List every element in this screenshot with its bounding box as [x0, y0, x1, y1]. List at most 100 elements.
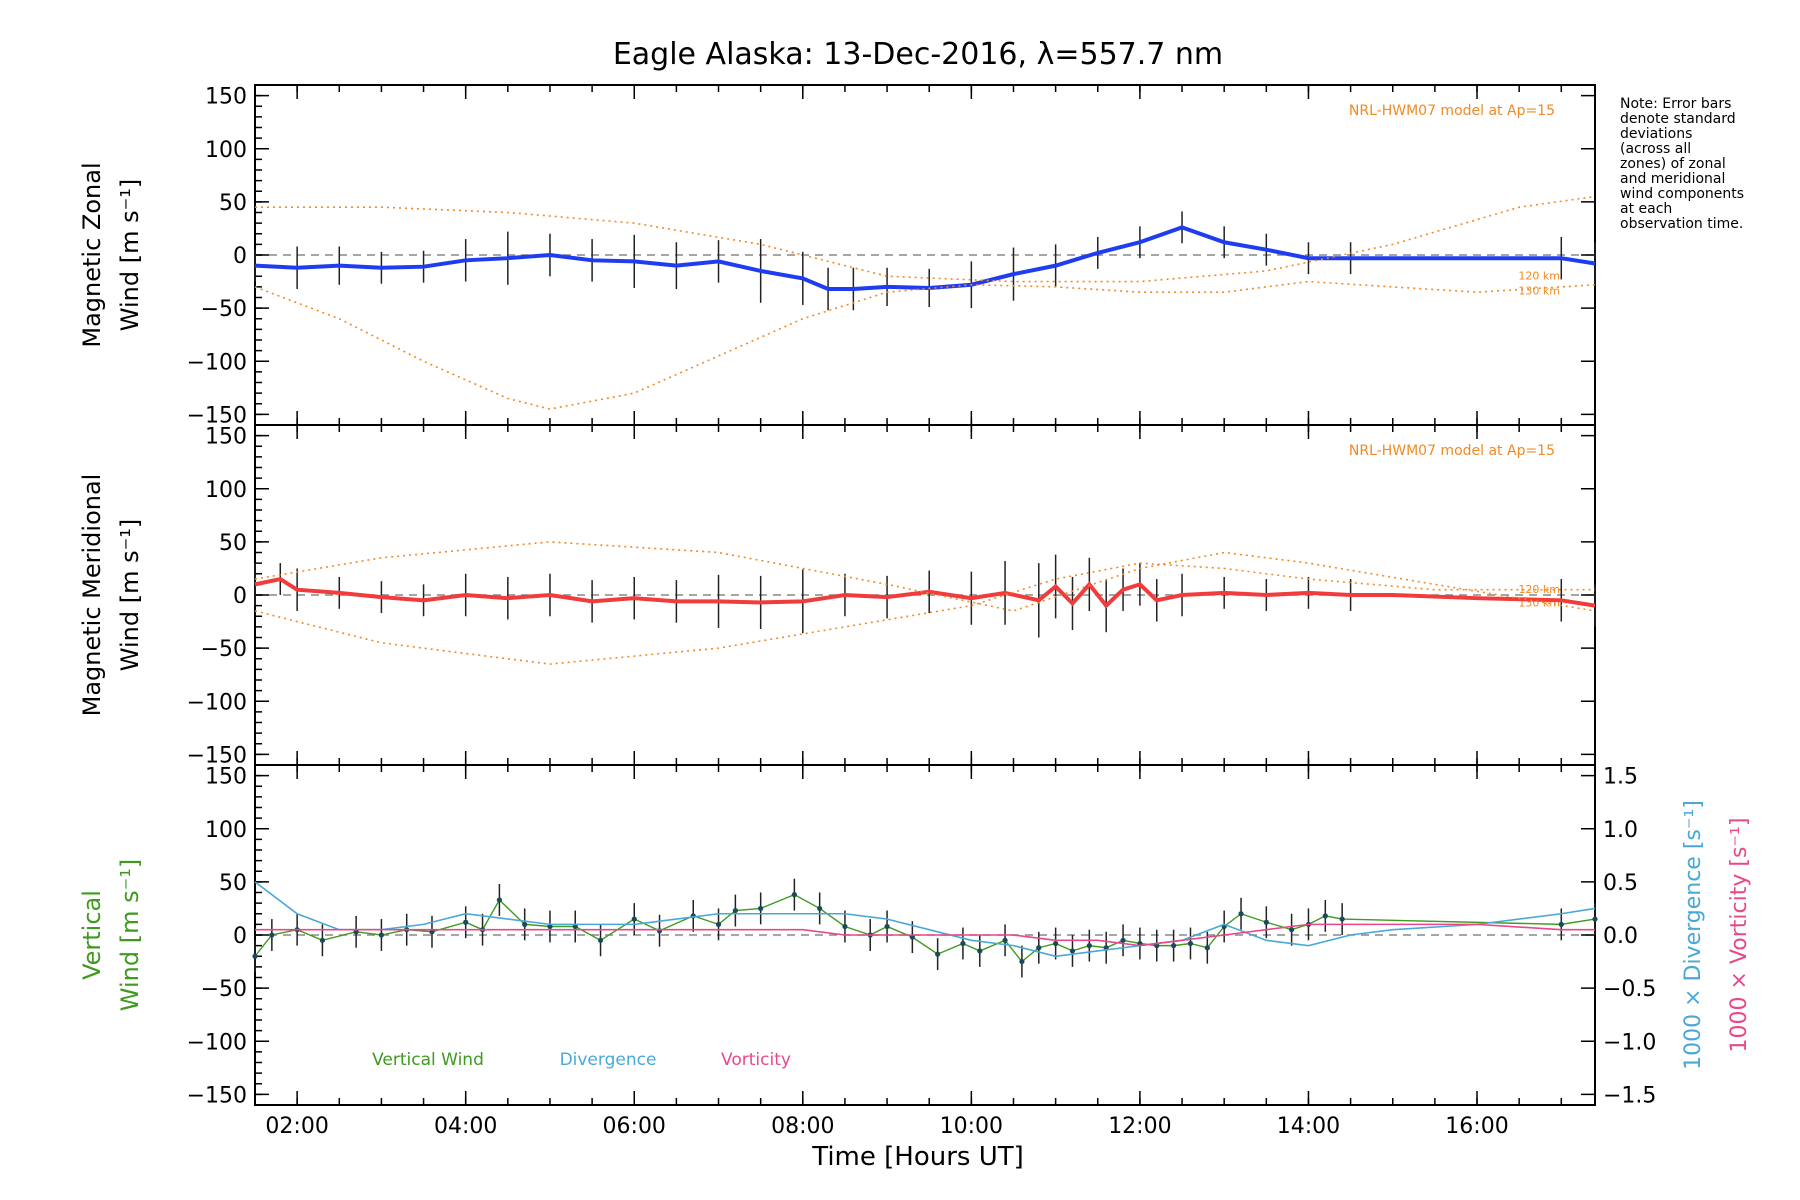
x-tick-label: 04:00: [434, 1114, 497, 1139]
x-tick-label: 10:00: [940, 1114, 1003, 1139]
model-altitude-label: 120 km: [1518, 269, 1560, 282]
y-tick-label: −50: [201, 977, 247, 1002]
y-tick-label: 0: [233, 244, 247, 269]
series-line: [254, 541, 1596, 612]
x-tick-label: 06:00: [603, 1114, 666, 1139]
model-label: NRL-HWM07 model at Ap=15: [1349, 443, 1555, 459]
data-point: [1171, 943, 1177, 949]
data-point: [1086, 943, 1092, 949]
data-point: [1238, 911, 1244, 917]
data-point: [1289, 927, 1295, 933]
data-point: [597, 937, 604, 943]
y-tick-label: 150: [205, 85, 247, 110]
y-axis-label-line1: Magnetic Meridional: [78, 474, 106, 717]
data-point: [463, 919, 469, 925]
y-tick-label: 150: [205, 765, 247, 790]
data-point: [1002, 937, 1008, 943]
series-line: [254, 893, 1596, 963]
note-line: denote standard: [1620, 111, 1736, 127]
data-point: [522, 921, 528, 927]
model-altitude-label: 120 km: [1518, 583, 1560, 596]
y-axis-label-line1: Magnetic Zonal: [78, 162, 106, 347]
x-tick-label: 08:00: [771, 1114, 834, 1139]
x-tick-label: 02:00: [265, 1114, 328, 1139]
y-tick-label: −150: [187, 1083, 247, 1108]
data-point: [909, 934, 915, 940]
data-point: [252, 953, 258, 959]
data-point: [1069, 948, 1076, 954]
right-y-tick-label: 1.5: [1603, 765, 1638, 790]
right-y-axis-label-divergence: 1000 × Divergence [s⁻¹]: [1681, 800, 1706, 1070]
right-y-tick-label: 0.0: [1603, 924, 1638, 949]
series-line: [254, 280, 1596, 410]
data-point: [269, 932, 275, 938]
series-line: [254, 881, 1596, 958]
y-axis-label-line1: Vertical: [78, 890, 106, 980]
data-point: [429, 929, 435, 935]
series-line: [255, 195, 1596, 283]
series-line: [255, 923, 1595, 947]
data-point: [378, 932, 385, 938]
legend-item: Divergence: [560, 1050, 657, 1070]
data-point: [817, 905, 823, 912]
y-axis-label-line2: Wind [m s⁻¹]: [116, 859, 144, 1011]
y-tick-label: 100: [205, 138, 247, 163]
data-point: [1592, 916, 1598, 922]
meridional-wind-panel: 150 100 50 0 −50 −100 −150 Magnetic Meridional W…: [78, 424, 1596, 768]
note-line: at each: [1620, 201, 1672, 217]
series-line: [254, 562, 1595, 665]
y-tick-label: −100: [187, 350, 247, 375]
data-point: [791, 892, 797, 898]
data-point: [1187, 940, 1194, 947]
data-point: [977, 948, 983, 954]
data-point: [1263, 919, 1269, 925]
data-point: [1204, 945, 1210, 951]
y-tick-label: −150: [187, 743, 247, 768]
note-line: (across all: [1620, 141, 1691, 157]
data-point: [715, 921, 722, 927]
data-point: [353, 929, 359, 935]
data-point: [1339, 916, 1345, 922]
model-altitude-label: 130 km: [1518, 284, 1560, 297]
data-point: [572, 923, 578, 930]
y-axis-label-line2: Wind [m s⁻¹]: [116, 519, 144, 671]
y-tick-label: 50: [219, 531, 247, 556]
right-y-tick-label: 0.5: [1603, 871, 1638, 896]
y-axis-label-line2: Wind [m s⁻¹]: [116, 179, 144, 331]
note-line: Note: Error bars: [1620, 96, 1731, 112]
legend-item: Vorticity: [721, 1050, 791, 1070]
note-line: deviations: [1620, 126, 1692, 142]
note-line: wind components: [1620, 186, 1744, 202]
data-point: [496, 897, 503, 903]
data-point: [319, 937, 326, 943]
data-point: [884, 923, 890, 930]
note-line: zones) of zonal: [1620, 156, 1726, 172]
note-line: observation time.: [1620, 216, 1743, 232]
data-point: [1019, 958, 1025, 965]
right-y-tick-label: −1.0: [1603, 1030, 1656, 1055]
zonal-wind-panel: 150 100 50 0 −50 −100 −150 Magnetic Zonal Wind […: [78, 84, 1596, 428]
data-point: [1322, 913, 1328, 919]
x-tick-label: 14:00: [1277, 1114, 1340, 1139]
chart-title: Eagle Alaska: 13-Dec-2016, λ=557.7 nm: [613, 37, 1223, 72]
data-point: [1558, 921, 1564, 927]
data-point: [960, 940, 966, 947]
data-point: [1036, 945, 1042, 951]
y-tick-label: −50: [201, 297, 247, 322]
series-line: [254, 225, 1596, 291]
y-tick-label: 150: [205, 425, 247, 450]
y-tick-label: −100: [187, 1030, 247, 1055]
right-y-tick-label: −0.5: [1603, 977, 1656, 1002]
series-line: [254, 576, 1596, 609]
data-point: [758, 905, 764, 912]
data-point: [732, 907, 738, 914]
y-tick-label: 50: [219, 871, 247, 896]
y-tick-label: 0: [233, 584, 247, 609]
y-tick-label: 50: [219, 191, 247, 216]
right-y-axis-label-vorticity: 1000 × Vorticity [s⁻¹]: [1727, 818, 1752, 1053]
x-tick-label: 16:00: [1445, 1114, 1508, 1139]
x-tick-label: 12:00: [1108, 1114, 1171, 1139]
right-y-tick-label: 1.0: [1603, 818, 1638, 843]
x-tick-labels: 02:00 04:00 06:00 08:00 10:00 12:00 14:00 16:00: [265, 1114, 1508, 1139]
